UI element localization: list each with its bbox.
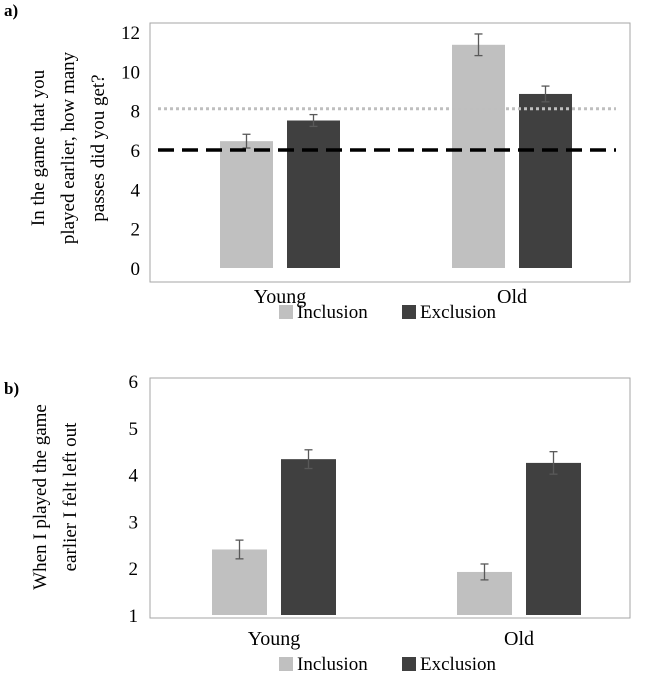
- bar-exclusion-old: [519, 93, 572, 268]
- y-tick-label: 2: [129, 559, 139, 580]
- legend-swatch-inclusion: [279, 305, 293, 319]
- y-tick-label: 0: [131, 259, 141, 280]
- y-axis-label: When I played the game earlier I felt lef…: [30, 404, 81, 590]
- chart-panel-b: b) 1 2 3 4 5 6 When I played the game earlier I …: [4, 372, 631, 675]
- legend-swatch-exclusion: [402, 657, 416, 671]
- bar-inclusion-old: [452, 44, 505, 269]
- y-axis-label-line: passes did you get?: [88, 74, 109, 221]
- y-tick-label: 6: [129, 372, 139, 393]
- x-category-label: Old: [504, 628, 534, 650]
- legend-label-inclusion: Inclusion: [297, 654, 368, 675]
- y-tick-label: 3: [129, 512, 139, 533]
- legend-swatch-exclusion: [402, 305, 416, 319]
- y-axis-label: In the game that you played earlier, how …: [28, 51, 109, 244]
- y-tick-label: 2: [131, 220, 141, 241]
- legend-label-exclusion: Exclusion: [420, 302, 496, 323]
- x-category-label: Old: [497, 286, 527, 308]
- legend-swatch-inclusion: [279, 657, 293, 671]
- panel-label: a): [4, 1, 18, 20]
- y-tick-label: 4: [129, 466, 139, 487]
- bar-exclusion-old: [526, 462, 581, 615]
- y-tick-label: 4: [131, 180, 141, 201]
- y-tick-label: 12: [121, 23, 140, 44]
- x-category-label: Young: [248, 628, 300, 650]
- plot-frame: [149, 377, 631, 619]
- y-tick-label: 1: [129, 606, 139, 627]
- panel-label: b): [4, 379, 19, 398]
- chart-panel-a: a) 0 2 4 6 8 10 12 In the game that you played ea…: [4, 1, 631, 323]
- x-category-label: Young: [254, 286, 306, 308]
- y-tick-label: 5: [129, 419, 139, 440]
- y-tick-label: 10: [121, 62, 140, 83]
- bar-inclusion-young: [212, 549, 267, 615]
- y-tick-label: 8: [131, 102, 141, 123]
- y-axis-label-line: played earlier, how many: [58, 51, 79, 244]
- y-tick-label: 6: [131, 141, 141, 162]
- bar-exclusion-young: [287, 120, 340, 268]
- plot-frame: [149, 22, 631, 283]
- legend-label-exclusion: Exclusion: [420, 654, 496, 675]
- legend-label-inclusion: Inclusion: [297, 302, 368, 323]
- bar-inclusion-young: [220, 141, 273, 268]
- bar-exclusion-young: [281, 459, 336, 615]
- y-axis-label-line: When I played the game: [30, 404, 51, 590]
- y-axis-label-line: In the game that you: [28, 69, 49, 226]
- y-axis-label-line: earlier I felt left out: [60, 422, 81, 571]
